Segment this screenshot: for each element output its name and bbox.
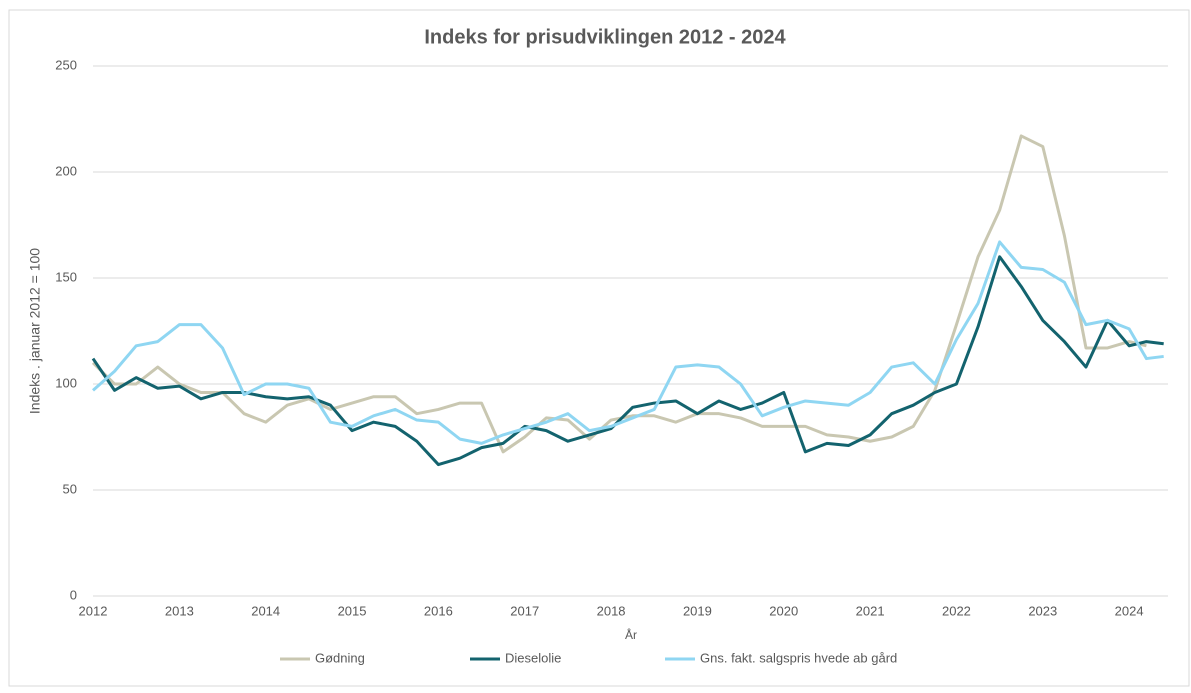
x-tick-label: 2014 [251, 603, 280, 618]
y-tick-label: 250 [55, 57, 77, 72]
x-tick-label: 2020 [769, 603, 798, 618]
x-tick-label: 2013 [165, 603, 194, 618]
x-tick-label: 2024 [1115, 603, 1144, 618]
chart-title: Indeks for prisudviklingen 2012 - 2024 [424, 26, 786, 48]
x-axis-label: År [625, 627, 637, 642]
series-line [92, 240, 1164, 445]
x-tick-label: 2018 [597, 603, 626, 618]
y-tick-label: 50 [63, 481, 77, 496]
series-line [91, 255, 1164, 467]
x-tick-label: 2022 [942, 603, 971, 618]
legend-label: Gns. fakt. salgspris hvede ab gård [700, 650, 897, 665]
legend-label: Dieselolie [505, 650, 561, 665]
x-tick-label: 2015 [338, 603, 367, 618]
chart-frame [8, 9, 1190, 687]
x-tick-label: 2012 [79, 603, 108, 618]
x-tick-label: 2021 [856, 603, 885, 618]
y-tick-label: 100 [55, 375, 77, 390]
y-axis-label: Indeks . januar 2012 = 100 [27, 248, 43, 414]
legend-label: Gødning [315, 650, 365, 665]
x-tick-label: 2023 [1028, 603, 1057, 618]
y-tick-label: 200 [55, 163, 77, 178]
x-tick-label: 2019 [683, 603, 712, 618]
y-tick-label: 0 [70, 587, 77, 602]
x-tick-label: 2017 [510, 603, 539, 618]
y-tick-label: 150 [55, 269, 77, 284]
x-tick-label: 2016 [424, 603, 453, 618]
